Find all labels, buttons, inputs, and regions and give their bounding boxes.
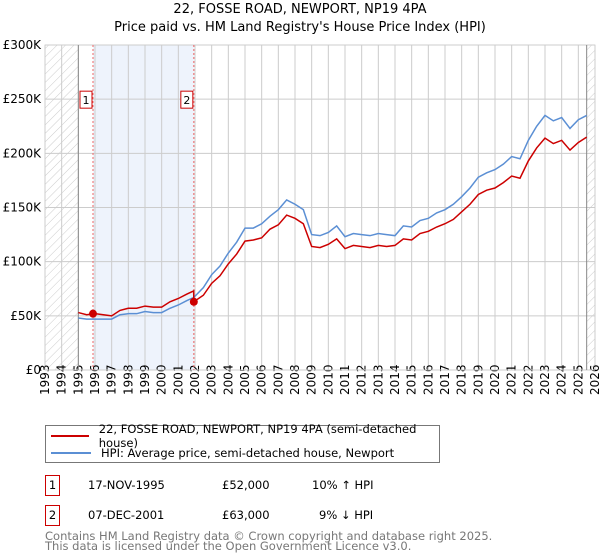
- x-tick-label: 1996: [88, 364, 102, 395]
- footer-copyright: Contains HM Land Registry data © Crown c…: [45, 529, 493, 543]
- footer: Contains HM Land Registry data © Crown c…: [45, 529, 493, 553]
- sale-label: 2: [183, 94, 190, 107]
- sale-point: [189, 297, 198, 306]
- x-tick-label: 2021: [505, 364, 519, 395]
- property-price-line: [78, 136, 588, 317]
- footer-licence: This data is licensed under the Open Gov…: [45, 539, 412, 553]
- x-tick-label: 2009: [305, 364, 319, 395]
- x-tick-label: 2012: [355, 364, 369, 395]
- x-tick-label: 2023: [538, 364, 552, 395]
- legend-item-property: 22, FOSSE ROAD, NEWPORT, NP19 4PA (semi-…: [51, 422, 439, 450]
- price-chart: 1993 1994 1995 1996 1997 1998 1999 2000 2001 2002…: [3, 38, 600, 395]
- x-tick-label: 2002: [188, 364, 202, 395]
- transaction-date: 17-NOV-1995: [88, 478, 165, 492]
- transaction-date: 07-DEC-2001: [88, 508, 165, 522]
- y-tick-label: £250K: [3, 92, 43, 106]
- x-tick-label: 2011: [338, 364, 352, 395]
- marker-badge: 1: [45, 475, 60, 496]
- transaction-row: 1 17-NOV-1995 £52,000 10% ↑ HPI: [45, 475, 465, 496]
- y-tick-label: £200K: [3, 146, 43, 160]
- transaction-price: £63,000: [222, 508, 270, 522]
- x-tick-label: 2004: [221, 364, 235, 395]
- x-tick-label: 2007: [271, 364, 285, 395]
- sale-label-box: [79, 90, 93, 109]
- y-tick-label: £150K: [3, 201, 43, 215]
- x-tick-label: 2001: [171, 364, 185, 395]
- y-tick-label: £0: [26, 363, 41, 377]
- x-tick-label: 1995: [71, 364, 85, 395]
- x-tick-label: 2016: [421, 364, 435, 395]
- x-tick-label: 2019: [471, 364, 485, 395]
- sale-point: [89, 309, 97, 318]
- x-tick-label: 2013: [371, 364, 385, 395]
- x-tick-label: 1998: [121, 364, 135, 395]
- y-tick-label: £50K: [10, 309, 42, 323]
- y-tick-label: £300K: [3, 38, 43, 52]
- x-tick-label: 1999: [138, 364, 152, 395]
- x-tick-label: 2017: [438, 364, 452, 395]
- x-tick-label: 2024: [555, 364, 569, 395]
- x-tick-label: 1997: [105, 364, 119, 395]
- x-tick-label: 2006: [255, 364, 269, 395]
- x-tick-label: 2026: [588, 364, 600, 395]
- x-tick-label: 2018: [455, 364, 469, 395]
- legend-label: 22, FOSSE ROAD, NEWPORT, NP19 4PA (semi-…: [98, 422, 417, 450]
- x-tick-label: 2005: [238, 364, 252, 395]
- x-tick-label: 1994: [55, 364, 69, 395]
- x-tick-label: 1993: [38, 364, 52, 395]
- x-tick-label: 2003: [205, 364, 219, 395]
- marker-badge: 2: [45, 505, 60, 526]
- x-tick-label: 2014: [388, 364, 402, 395]
- transaction-hpi: 9% ↓ HPI: [319, 508, 374, 522]
- sale-label-box: [180, 90, 194, 109]
- transaction-hpi: 10% ↑ HPI: [312, 478, 374, 492]
- y-tick-label: £100K: [3, 255, 43, 269]
- legend-label: HPI: Average price, semi-detached house,…: [101, 446, 395, 460]
- x-tick-label: 2015: [405, 364, 419, 395]
- x-tick-label: 2020: [488, 364, 502, 395]
- x-tick-label: 2000: [155, 364, 169, 395]
- legend-item-hpi: HPI: Average price, semi-detached house,…: [51, 445, 394, 461]
- chart-title: 22, FOSSE ROAD, NEWPORT, NP19 4PA: [173, 2, 427, 17]
- hpi-line: [78, 114, 588, 320]
- transaction-price: £52,000: [222, 478, 270, 492]
- x-tick-label: 2010: [321, 364, 335, 395]
- transaction-row: 2 07-DEC-2001 £63,000 9% ↓ HPI: [45, 505, 465, 526]
- x-tick-label: 2025: [571, 364, 585, 395]
- sale-label: 1: [83, 94, 90, 107]
- x-tick-label: 2022: [521, 364, 535, 395]
- legend: 22, FOSSE ROAD, NEWPORT, NP19 4PA (semi-…: [45, 422, 440, 463]
- x-tick-label: 2008: [288, 364, 302, 395]
- chart-subtitle: Price paid vs. HM Land Registry's House …: [114, 20, 486, 35]
